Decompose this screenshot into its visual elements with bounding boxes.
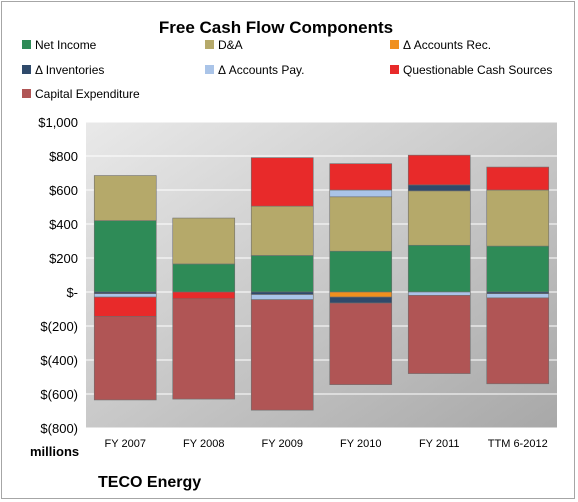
bar-segment — [329, 163, 393, 191]
bar-segment — [407, 291, 471, 296]
legend-swatch-questionable-cash-sources — [390, 65, 399, 74]
x-category-label: FY 2010 — [340, 438, 381, 450]
legend-swatch-inventories — [22, 65, 31, 74]
bar-segment — [486, 189, 550, 247]
legend-swatch-d-and-a — [205, 40, 214, 49]
bar-segment — [93, 175, 157, 221]
bar-segment — [486, 293, 550, 299]
legend-item-questionable-cash-sources: Questionable Cash Sources — [390, 63, 552, 77]
y-tick-label: $1,000 — [38, 115, 78, 130]
x-axis-category-labels: FY 2007 FY 2008 FY 2009 FY 2010 FY 2011 TTM 6… — [105, 438, 548, 450]
y-tick-label: $- — [66, 285, 78, 300]
legend-swatch-accounts-pay — [205, 65, 214, 74]
legend-label-net-income: Net Income — [35, 38, 97, 52]
bar-segment — [407, 184, 471, 192]
legend-item-accounts-rec: Δ Accounts Rec. — [390, 38, 491, 52]
bar-segment — [407, 154, 471, 186]
y-tick-label: $600 — [49, 183, 78, 198]
units-label: millions — [30, 444, 79, 459]
legend-label-inventories: Δ Inventories — [35, 63, 104, 77]
y-axis-tick-labels: $(800) $(600) $(400) $(200) $- $200 $400 $600 $8… — [38, 115, 78, 436]
bar-segment — [172, 217, 236, 265]
bar-segment — [93, 316, 157, 401]
bar-segment — [250, 205, 314, 256]
bar-segment — [172, 298, 236, 400]
bar-segment — [486, 245, 550, 293]
legend-item-accounts-pay: Δ Accounts Pay. — [205, 63, 305, 77]
bar-segment — [329, 196, 393, 252]
company-name: TECO Energy — [98, 474, 201, 491]
bar-segment — [93, 296, 157, 317]
legend-swatch-capital-expenditure — [22, 89, 31, 98]
bar-segment — [407, 244, 471, 293]
x-category-label: FY 2009 — [262, 438, 303, 450]
gridlines — [86, 121, 557, 429]
y-tick-label: $(200) — [40, 319, 78, 334]
chart-title: Free Cash Flow Components — [159, 18, 393, 37]
x-category-label: FY 2011 — [419, 438, 460, 450]
bar-segment — [172, 291, 236, 300]
bar-segment — [250, 299, 314, 411]
legend-item-d-and-a: D&A — [205, 38, 243, 52]
legend-label-capital-expenditure: Capital Expenditure — [35, 87, 140, 101]
plot-area — [86, 122, 557, 428]
bars — [93, 154, 550, 411]
bar-segment — [329, 296, 393, 304]
legend: Net Income D&A Δ Accounts Rec. Δ Invento… — [22, 38, 552, 101]
bar-segment — [329, 302, 393, 385]
y-tick-label: $200 — [49, 251, 78, 266]
x-category-label: FY 2007 — [105, 438, 146, 450]
bar-segment — [172, 263, 236, 293]
bar-segment — [407, 190, 471, 246]
y-tick-label: $(800) — [40, 421, 78, 436]
bar-segment — [250, 255, 314, 293]
bar-segment — [329, 250, 393, 293]
legend-label-questionable-cash-sources: Questionable Cash Sources — [403, 63, 552, 77]
legend-item-net-income: Net Income — [22, 38, 97, 52]
legend-swatch-net-income — [22, 40, 31, 49]
y-tick-label: $(400) — [40, 353, 78, 368]
x-category-label: FY 2008 — [183, 438, 224, 450]
bar-segment — [329, 291, 393, 298]
legend-label-accounts-rec: Δ Accounts Rec. — [403, 38, 491, 52]
bar-segment — [486, 166, 550, 191]
bar-segment — [250, 157, 314, 207]
legend-swatch-accounts-rec — [390, 40, 399, 49]
bar-segment — [250, 294, 314, 300]
legend-item-inventories: Δ Inventories — [22, 63, 104, 77]
bar-segment — [93, 293, 157, 298]
y-tick-label: $(600) — [40, 387, 78, 402]
bar-segment — [250, 291, 314, 295]
x-category-label: TTM 6-2012 — [488, 438, 548, 450]
y-tick-label: $400 — [49, 217, 78, 232]
bar-segment — [329, 189, 393, 198]
legend-label-d-and-a: D&A — [218, 38, 243, 52]
bar-segment — [93, 220, 157, 293]
y-tick-label: $800 — [49, 149, 78, 164]
legend-item-capital-expenditure: Capital Expenditure — [22, 87, 140, 101]
bar-segment — [486, 297, 550, 385]
bar-segment — [407, 295, 471, 374]
legend-label-accounts-pay: Δ Accounts Pay. — [218, 63, 305, 77]
